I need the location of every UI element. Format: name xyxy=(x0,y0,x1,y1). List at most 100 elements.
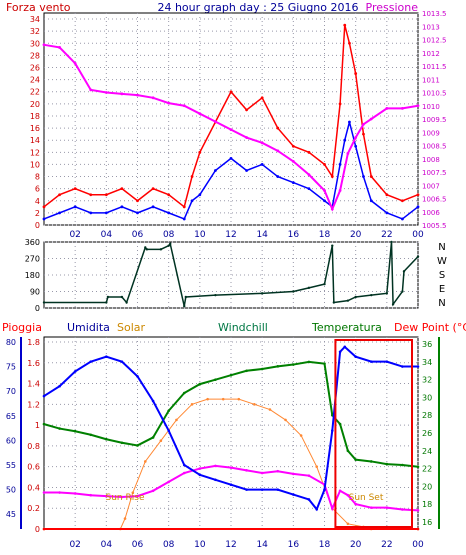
point-pressure xyxy=(276,149,280,153)
point-wind-direction xyxy=(183,304,186,308)
point-temperature xyxy=(346,449,350,453)
point-dew_point xyxy=(167,480,170,484)
point-wind-direction xyxy=(323,282,326,286)
point-dew_point xyxy=(89,493,93,497)
point-wind-direction xyxy=(214,293,217,297)
point-dew_point xyxy=(354,502,357,506)
y-tick-label-rain: 0.6 xyxy=(27,463,40,472)
x-tick-label: 14 xyxy=(256,540,268,550)
y-tick-label-right: 1008 xyxy=(422,156,440,164)
y-tick-label-temperature: 36 xyxy=(422,340,432,349)
point-temperature xyxy=(214,378,217,381)
point-wind_avg xyxy=(136,211,139,215)
point-dew_point xyxy=(105,494,108,498)
x-tick-label: 00 xyxy=(412,230,424,240)
x-tick-label: 08 xyxy=(163,230,175,240)
annotation-sun-rise: Sun Rise xyxy=(106,493,145,503)
point-pressure xyxy=(104,91,108,94)
point-wind_avg xyxy=(229,156,233,160)
y-tick-label-temperature: 16 xyxy=(422,518,432,527)
x-tick-label: 16 xyxy=(288,540,300,550)
point-dew_point xyxy=(182,471,186,475)
y-tick-label-right: 1010.5 xyxy=(422,90,447,98)
point-wind_avg xyxy=(343,138,347,142)
y-tick-label: 6 xyxy=(35,185,40,194)
y-tick-label-right: 1009.5 xyxy=(422,116,447,124)
series-line-wind_avg xyxy=(43,121,419,220)
x-tick-label: 16 xyxy=(288,230,300,240)
y-tick-label-rain: 0.4 xyxy=(27,483,40,492)
point-wind_avg xyxy=(416,205,420,209)
point-humidity xyxy=(343,345,347,349)
y-tick-label-humidity: 70 xyxy=(6,387,16,396)
y-tick-label-rain: 0.2 xyxy=(27,504,40,513)
point-solar xyxy=(284,418,287,422)
point-humidity xyxy=(307,498,311,501)
point-solar xyxy=(206,397,209,401)
point-wind_avg xyxy=(214,169,217,172)
point-rain xyxy=(416,527,420,531)
point-wind_gust xyxy=(330,175,334,178)
y-axis-right-1: 1005.5 1006 1006.5 1007 1007.5 1008 1008.5 1009… xyxy=(422,10,447,230)
x-tick-label: 08 xyxy=(163,540,175,550)
y-tick-label-right: 1008.5 xyxy=(422,143,447,151)
point-wind_avg xyxy=(276,175,280,178)
y-tick-label: 22 xyxy=(30,88,40,97)
point-wind_gust xyxy=(401,199,404,203)
point-temperature xyxy=(354,458,357,461)
y-tick-label-temperature: 20 xyxy=(422,482,432,491)
y-tick-label: 34 xyxy=(30,15,40,24)
point-temperature xyxy=(58,427,61,430)
y-tick-label: 16 xyxy=(30,124,40,133)
point-temperature xyxy=(136,444,139,447)
point-humidity xyxy=(385,360,389,363)
point-wind_avg xyxy=(323,199,326,203)
point-wind-direction xyxy=(184,295,188,299)
point-pressure xyxy=(151,96,155,100)
point-dew_point xyxy=(229,466,233,469)
point-wind_avg xyxy=(291,181,295,185)
y-tick-label-humidity: 65 xyxy=(6,412,16,421)
point-wind_gust xyxy=(276,126,280,130)
point-wind_gust xyxy=(120,187,124,191)
point-humidity xyxy=(89,360,93,363)
point-wind-direction xyxy=(292,290,295,293)
point-dew_point xyxy=(346,493,350,497)
point-temperature xyxy=(260,367,264,371)
point-humidity xyxy=(58,384,61,388)
y-tick-label-humidity: 45 xyxy=(6,510,16,519)
panel-wind-pressure: Forza vento 24 hour graph day : 25 Giugn… xyxy=(6,1,447,240)
point-wind-direction xyxy=(332,301,336,304)
legend-dew-point: Dew Point (°C) xyxy=(394,321,466,334)
point-wind-direction xyxy=(307,286,311,290)
point-pressure xyxy=(120,92,124,96)
point-pressure xyxy=(167,101,171,105)
point-solar xyxy=(221,397,225,401)
x-tick-label: 18 xyxy=(319,230,331,240)
point-wind_gust xyxy=(136,199,139,203)
point-pressure xyxy=(401,107,404,110)
title-right-label: Pressione xyxy=(366,1,419,14)
point-wind_gust xyxy=(198,150,202,154)
y-tick-label: 32 xyxy=(30,27,40,36)
y-tick-label-right: 1009 xyxy=(422,129,440,137)
point-dew_point xyxy=(401,508,404,511)
point-pressure xyxy=(42,43,46,47)
point-wind_avg xyxy=(245,169,248,172)
x-tick-label: 14 xyxy=(256,230,268,240)
point-wind_gust xyxy=(307,150,311,154)
series-line-humidity xyxy=(43,345,418,512)
point-wind_avg xyxy=(362,175,365,178)
point-temperature xyxy=(42,422,46,426)
y-tick-label-rain: 1 xyxy=(35,421,40,430)
point-wind_avg xyxy=(42,217,46,221)
x-tick-label: 18 xyxy=(319,540,331,550)
point-pressure xyxy=(369,117,373,121)
point-wind-direction xyxy=(401,290,404,293)
point-humidity xyxy=(338,350,342,354)
y-tick-label: 20 xyxy=(30,100,40,109)
y-axis-temperature: 16 18 20 22 24 26 28 30 32 34 36 xyxy=(422,337,440,529)
point-temperature xyxy=(416,465,420,469)
